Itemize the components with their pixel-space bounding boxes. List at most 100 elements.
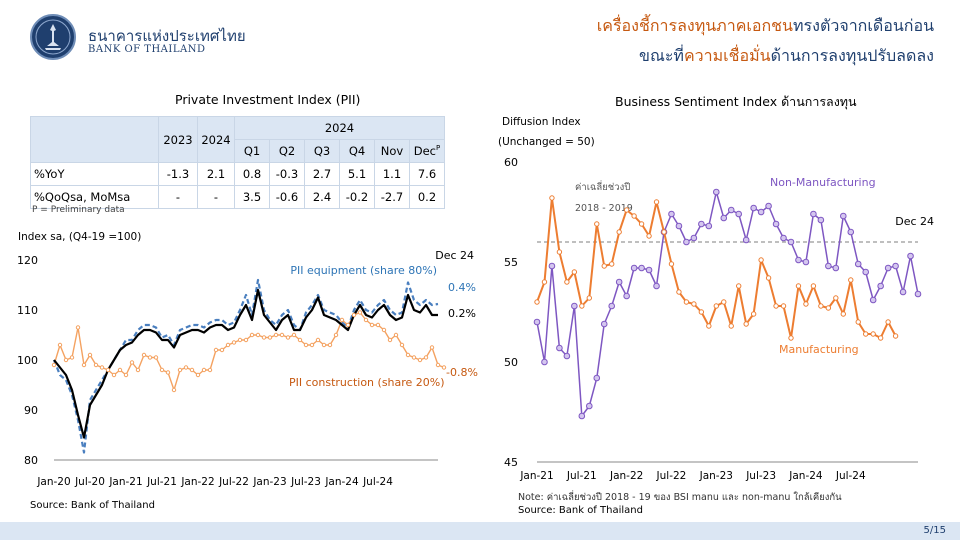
non-manufacturing-point: [899, 288, 907, 296]
pii-construction-point: [189, 367, 195, 373]
non-manufacturing-point: [884, 264, 892, 272]
left-chart-source: Source: Bank of Thailand: [30, 500, 155, 511]
manufacturing-point: [601, 263, 607, 269]
non-manufacturing-point: [862, 268, 870, 276]
manufacturing-point: [728, 323, 734, 329]
non-manufacturing-point: [727, 206, 735, 214]
x-tick-label: Jan-23: [699, 470, 733, 482]
table-header-dec-text: Dec: [413, 144, 437, 158]
y-tick-label: 60: [504, 156, 518, 169]
manufacturing-point: [683, 299, 690, 305]
pii-construction-point: [57, 342, 63, 348]
non-manufacturing-point: [757, 208, 765, 216]
pii-construction-point: [51, 362, 57, 368]
non-manufacturing-point: [683, 238, 690, 246]
manufacturing-point: [653, 199, 660, 205]
equipment-series-label: PII equipment (share 80%): [290, 264, 437, 277]
table-cell: 2.7: [304, 162, 340, 186]
manufacturing-point: [765, 275, 772, 281]
non-manufacturing-point: [765, 202, 772, 210]
manufacturing-point: [833, 295, 839, 301]
manufacturing-point: [616, 229, 622, 235]
table-cell: -1.3: [158, 162, 198, 186]
pii-construction-point: [393, 332, 399, 338]
table-cell: 5.1: [339, 162, 375, 186]
pii-construction-point: [147, 355, 153, 360]
non-manufacturing-point: [832, 264, 840, 272]
x-tick-label: Jul-23: [290, 476, 321, 488]
pii-construction-point: [285, 335, 291, 340]
x-tick-label: Jul-21: [146, 476, 177, 488]
table-cell: -0.6: [269, 185, 305, 209]
construction-series-label: PII construction (share 20%): [289, 376, 445, 389]
non-manufacturing-point: [668, 210, 675, 218]
manufacturing-point: [877, 335, 884, 341]
headline2-blue-part-2: ด้านการลงทุนปรับลดลง: [770, 46, 934, 65]
table-cell: 2.1: [197, 162, 235, 186]
non-manufacturing-line: [536, 191, 919, 417]
pii-construction-point: [159, 367, 165, 373]
pii-construction-point: [177, 367, 183, 373]
bank-name-english: BANK OF THAILAND: [88, 44, 206, 55]
non-manufacturing-point: [802, 258, 810, 266]
y-tick-label: 50: [504, 356, 518, 369]
table-header-nov: Nov: [374, 139, 410, 163]
non-manufacturing-point: [563, 352, 571, 360]
headline-orange-part: เครื่องชี้การลงทุนภาคเอกชน: [596, 16, 793, 35]
pii-construction-point: [93, 362, 99, 368]
table-cell: 7.6: [409, 162, 445, 186]
non-manufacturing-point: [585, 402, 593, 410]
manufacturing-point: [698, 309, 705, 315]
left-chart-ylabel: Index sa, (Q4-19 =100): [18, 231, 142, 243]
x-tick-label: Jan-22: [180, 476, 214, 488]
right-chart-ylabel-2: (Unchanged = 50): [498, 136, 595, 148]
manufacturing-point: [586, 295, 592, 301]
non-manufacturing-point: [571, 302, 578, 310]
non-manufacturing-point: [705, 222, 713, 230]
pii-construction-point: [297, 337, 303, 343]
non-manufacturing-point: [825, 262, 832, 270]
pii-construction-point: [351, 312, 357, 318]
non-manufacturing-point: [914, 290, 922, 298]
table-header-q1: Q1: [234, 139, 270, 163]
table-cell: 1.1: [374, 162, 410, 186]
manufacturing-point: [818, 303, 824, 309]
pii-construction-point: [111, 372, 117, 378]
non-manufacturing-point: [593, 374, 601, 382]
pii-construction-point: [273, 332, 279, 338]
x-tick-label: Jan-21: [519, 470, 553, 482]
pii-construction-point: [309, 342, 315, 348]
headline2-orange-part: ความเชื่อมั่น: [683, 46, 771, 65]
y-tick-label: 120: [17, 254, 38, 267]
x-tick-label: Jan-23: [252, 476, 286, 488]
manufacturing-point: [810, 283, 817, 289]
manufacturing-point: [713, 303, 719, 309]
table-cell: -: [158, 185, 198, 209]
pii-construction-point: [345, 322, 351, 328]
manufacturing-line: [536, 197, 897, 339]
non-manufacturing-point: [638, 264, 645, 272]
manufacturing-point: [758, 257, 764, 263]
pii-construction-point: [291, 332, 297, 338]
non-manufacturing-point: [869, 296, 877, 304]
pii-construction-point: [255, 332, 261, 338]
table-cell: -: [197, 185, 235, 209]
manufacturing-point: [773, 303, 779, 309]
y-tick-label: 90: [24, 404, 38, 417]
y-tick-label: 45: [504, 456, 518, 469]
table-header-row-2: Q1 Q2 Q3 Q4 Nov DecP: [31, 139, 445, 163]
pii-construction-point: [333, 332, 339, 338]
table-header-row-1: 2023 2024 2024: [30, 116, 445, 163]
row-label-yoy: %YoY: [30, 162, 159, 186]
non-manufacturing-point: [690, 234, 698, 242]
non-manufacturing-point: [556, 344, 563, 352]
non-manufacturing-point: [839, 212, 847, 220]
pii-construction-point: [363, 317, 369, 323]
construction-change-label: -0.8%: [446, 366, 478, 379]
pii-construction-point: [243, 337, 249, 343]
pii-construction-point: [81, 362, 87, 368]
pii-construction-point: [213, 347, 219, 353]
x-tick-label: Jul-22: [218, 476, 249, 488]
pii-construction-point: [117, 367, 123, 373]
x-tick-label: Jan-20: [36, 476, 70, 488]
